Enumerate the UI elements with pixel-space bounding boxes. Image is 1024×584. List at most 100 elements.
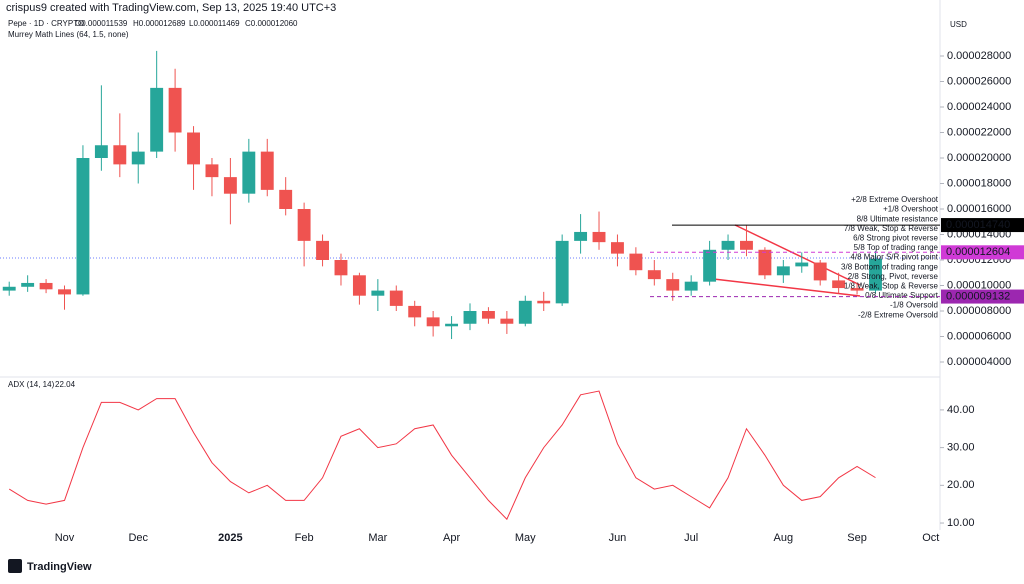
candle-body (832, 280, 846, 289)
logo: TradingView (27, 561, 92, 573)
murrey-label: -2/8 Extreme Oversold (858, 310, 938, 319)
price-tag-label: 0.000012604 (946, 246, 1010, 258)
candle-body (389, 290, 403, 306)
y-tick-label: 40.00 (947, 404, 975, 416)
candle-body (629, 253, 643, 271)
candle-body (39, 282, 53, 290)
wedge-line (734, 224, 861, 286)
x-tick-label: 2025 (218, 532, 242, 544)
candle-body (869, 258, 882, 291)
x-tick-label: Jul (684, 532, 698, 544)
x-tick-label: Nov (55, 532, 75, 544)
x-tick-label: Sep (847, 532, 867, 544)
candle-body (260, 151, 274, 190)
candle-body (2, 286, 16, 291)
murrey-label: +2/8 Extreme Overshoot (851, 195, 939, 204)
x-tick-label: Aug (774, 532, 794, 544)
x-tick-label: Mar (368, 532, 387, 544)
candle-body (555, 240, 569, 304)
symbol: Pepe · 1D · CRYPTO (8, 19, 84, 28)
candle-body (113, 145, 127, 165)
candle-body (242, 151, 256, 194)
x-tick-label: Jun (609, 532, 627, 544)
y-tick-label: 30.00 (947, 442, 975, 454)
currency: USD (950, 20, 967, 29)
price-tag (941, 245, 1024, 260)
candle-body (666, 279, 680, 291)
candle-body (795, 262, 809, 267)
candle-body (574, 231, 588, 241)
y-tick-label: 10.00 (947, 517, 975, 529)
murrey-label: 3/8 Bottom of trading range (841, 262, 939, 271)
candle-body (813, 262, 827, 281)
y-tick-label: 0.000022000 (947, 126, 1011, 138)
y-tick-label: 0.000016000 (947, 203, 1011, 215)
candle-body (21, 282, 35, 287)
y-tick-label: 0.000028000 (947, 50, 1011, 62)
x-tick-label: Feb (295, 532, 314, 544)
y-tick-label: 0.000006000 (947, 330, 1011, 342)
ohlc: C0.000012060 (245, 19, 298, 28)
candle-body (334, 260, 348, 276)
candle-body (352, 275, 366, 296)
candle-body (518, 300, 532, 324)
candle-body (76, 158, 90, 295)
murrey-label: 2/8 Strong, Pivot, reverse (848, 272, 939, 281)
candle-body (592, 231, 606, 243)
murrey-label: 0/8 Ultimate Support (865, 291, 939, 300)
candle-body (537, 300, 551, 304)
candle-body (205, 164, 219, 178)
y-tick-label: 0.000010000 (947, 279, 1011, 291)
murrey-label: -1/8 Oversold (890, 301, 938, 310)
candle-body (721, 240, 735, 250)
candle-body (647, 270, 661, 280)
logo-mark (8, 559, 22, 573)
y-tick-label: 0.000020000 (947, 152, 1011, 164)
y-tick-label: 0.000026000 (947, 75, 1011, 87)
y-tick-label: 0.000018000 (947, 177, 1011, 189)
price-tag-label: 0.000014740 (946, 219, 1010, 231)
candle-body (316, 240, 329, 260)
candle-body (408, 305, 422, 318)
candle-body (758, 249, 772, 276)
indicator: Murrey Math Lines (64, 1.5, none) (8, 30, 129, 39)
murrey-label: 4/8 Major S/R pivot point (850, 253, 938, 262)
candle-body (703, 249, 717, 282)
candle-body (168, 87, 182, 133)
candle-body (463, 311, 477, 324)
candle-body (611, 242, 624, 254)
adx-last: 22.04 (55, 380, 76, 389)
price-tag (941, 289, 1024, 304)
y-tick-label: 0.000008000 (947, 305, 1011, 317)
candle-body (481, 311, 495, 319)
candle-body (150, 87, 164, 152)
candle-body (684, 281, 698, 291)
x-tick-label: Dec (128, 532, 148, 544)
adx-title: ADX (14, 14) (8, 380, 55, 389)
y-tick-label: 0.000024000 (947, 101, 1011, 113)
wedge-line (704, 277, 861, 297)
candle-body (426, 317, 440, 327)
murrey-label: 8/8 Ultimate resistance (857, 214, 939, 223)
candle-body (850, 288, 864, 291)
y-tick-label: 0.000004000 (947, 356, 1011, 368)
candle-body (297, 209, 311, 241)
murrey-label: 6/8 Strong pivot reverse (853, 234, 938, 243)
candle-body (740, 240, 753, 250)
x-tick-label: Apr (443, 532, 460, 544)
x-tick-label: Oct (922, 532, 939, 544)
candle-body (776, 266, 790, 276)
candle-body (500, 318, 514, 324)
candle-body (58, 289, 71, 295)
ohlc: L0.000011469 (189, 19, 240, 28)
murrey-label: 1/8 Weak, Stop & Reverse (844, 282, 939, 291)
ohlc: H0.000012689 (133, 19, 186, 28)
credit: crispus9 created with TradingView.com, S… (6, 2, 336, 14)
candle-body (445, 323, 459, 327)
price-tag (941, 218, 1024, 233)
ohlc: O0.000011539 (75, 19, 128, 28)
murrey-label: +1/8 Overshoot (883, 205, 939, 214)
candle-body (223, 177, 237, 194)
adx-line (8, 390, 876, 521)
